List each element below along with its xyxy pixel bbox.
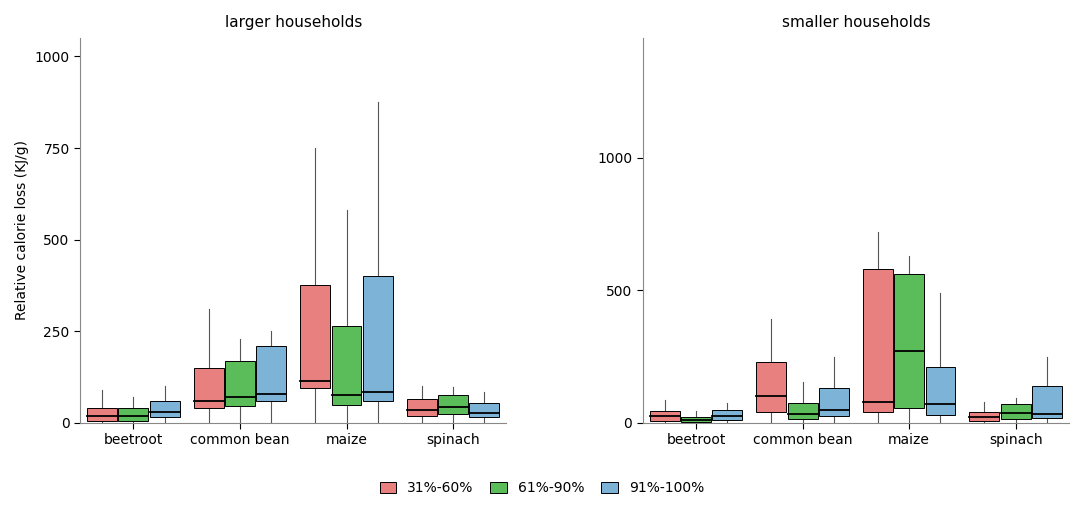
Bar xyxy=(87,408,117,421)
Bar xyxy=(681,417,711,422)
Bar xyxy=(332,326,361,404)
Bar xyxy=(1001,404,1031,419)
Legend: 31%-60%, 61%-90%, 91%-100%: 31%-60%, 61%-90%, 91%-100% xyxy=(374,476,710,501)
Bar xyxy=(363,276,392,401)
Bar xyxy=(788,403,817,419)
Bar xyxy=(406,399,437,416)
Bar xyxy=(969,411,999,421)
Bar xyxy=(649,411,680,421)
Bar xyxy=(256,346,286,401)
Title: larger households: larger households xyxy=(224,15,362,30)
Bar xyxy=(757,362,786,412)
Bar xyxy=(712,410,743,420)
Bar xyxy=(150,401,180,418)
Bar xyxy=(118,408,149,421)
Bar xyxy=(225,361,255,406)
Title: smaller households: smaller households xyxy=(782,15,930,30)
Bar xyxy=(820,389,849,416)
Bar xyxy=(863,269,893,412)
Bar xyxy=(469,403,500,418)
Bar xyxy=(926,367,955,415)
Bar xyxy=(300,285,331,388)
Bar xyxy=(438,395,468,414)
Bar xyxy=(1032,386,1062,418)
Bar xyxy=(894,274,924,408)
Y-axis label: Relative calorie loss (KJ/g): Relative calorie loss (KJ/g) xyxy=(15,141,29,321)
Bar xyxy=(194,368,223,408)
